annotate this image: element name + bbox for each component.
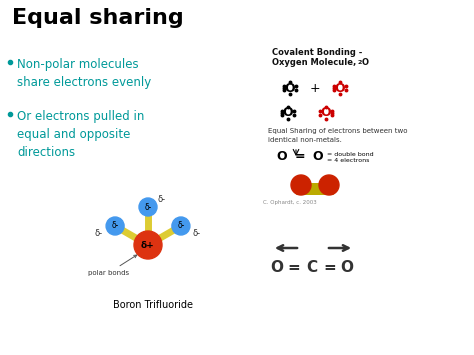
Text: O: O (335, 82, 346, 94)
Text: +: + (310, 82, 320, 94)
Text: δ-: δ- (193, 229, 201, 239)
Text: polar bonds: polar bonds (88, 255, 137, 276)
Text: δ-: δ- (144, 202, 152, 212)
Text: Non-polar molecules
share electrons evenly: Non-polar molecules share electrons even… (17, 58, 151, 89)
Circle shape (319, 175, 339, 195)
Text: δ-: δ- (111, 222, 119, 230)
Text: δ-: δ- (177, 222, 184, 230)
Text: O: O (340, 261, 354, 275)
Circle shape (172, 217, 190, 235)
Text: =: = (295, 151, 305, 164)
Text: = double bond: = double bond (327, 152, 374, 157)
Text: Covalent Bonding -: Covalent Bonding - (272, 48, 363, 57)
Text: Boron Trifluoride: Boron Trifluoride (113, 300, 193, 310)
Text: =: = (288, 261, 301, 275)
Text: Oxygen Molecule,  O: Oxygen Molecule, O (272, 58, 369, 67)
Circle shape (106, 217, 124, 235)
Text: Equal sharing: Equal sharing (12, 8, 184, 28)
Text: O: O (271, 261, 283, 275)
Text: C. Ophardt, c. 2003: C. Ophardt, c. 2003 (263, 200, 317, 205)
Text: Equal Sharing of electrons between two
identical non-metals.: Equal Sharing of electrons between two i… (268, 128, 408, 143)
Text: O: O (313, 151, 323, 164)
Text: 2: 2 (358, 60, 363, 65)
FancyBboxPatch shape (296, 183, 334, 195)
Text: O: O (277, 151, 287, 164)
Circle shape (134, 231, 162, 259)
Text: δ-: δ- (95, 229, 103, 239)
Text: C: C (306, 261, 318, 275)
Text: Or electrons pulled in
equal and opposite
directions: Or electrons pulled in equal and opposit… (17, 110, 145, 159)
Circle shape (139, 198, 157, 216)
Text: δ-: δ- (158, 195, 166, 203)
Circle shape (291, 175, 311, 195)
Text: O: O (321, 106, 331, 120)
Text: δ+: δ+ (141, 240, 155, 250)
Text: =: = (324, 261, 337, 275)
Text: O: O (285, 82, 295, 94)
Text: = 4 electrons: = 4 electrons (327, 158, 369, 164)
Text: O: O (283, 106, 293, 120)
